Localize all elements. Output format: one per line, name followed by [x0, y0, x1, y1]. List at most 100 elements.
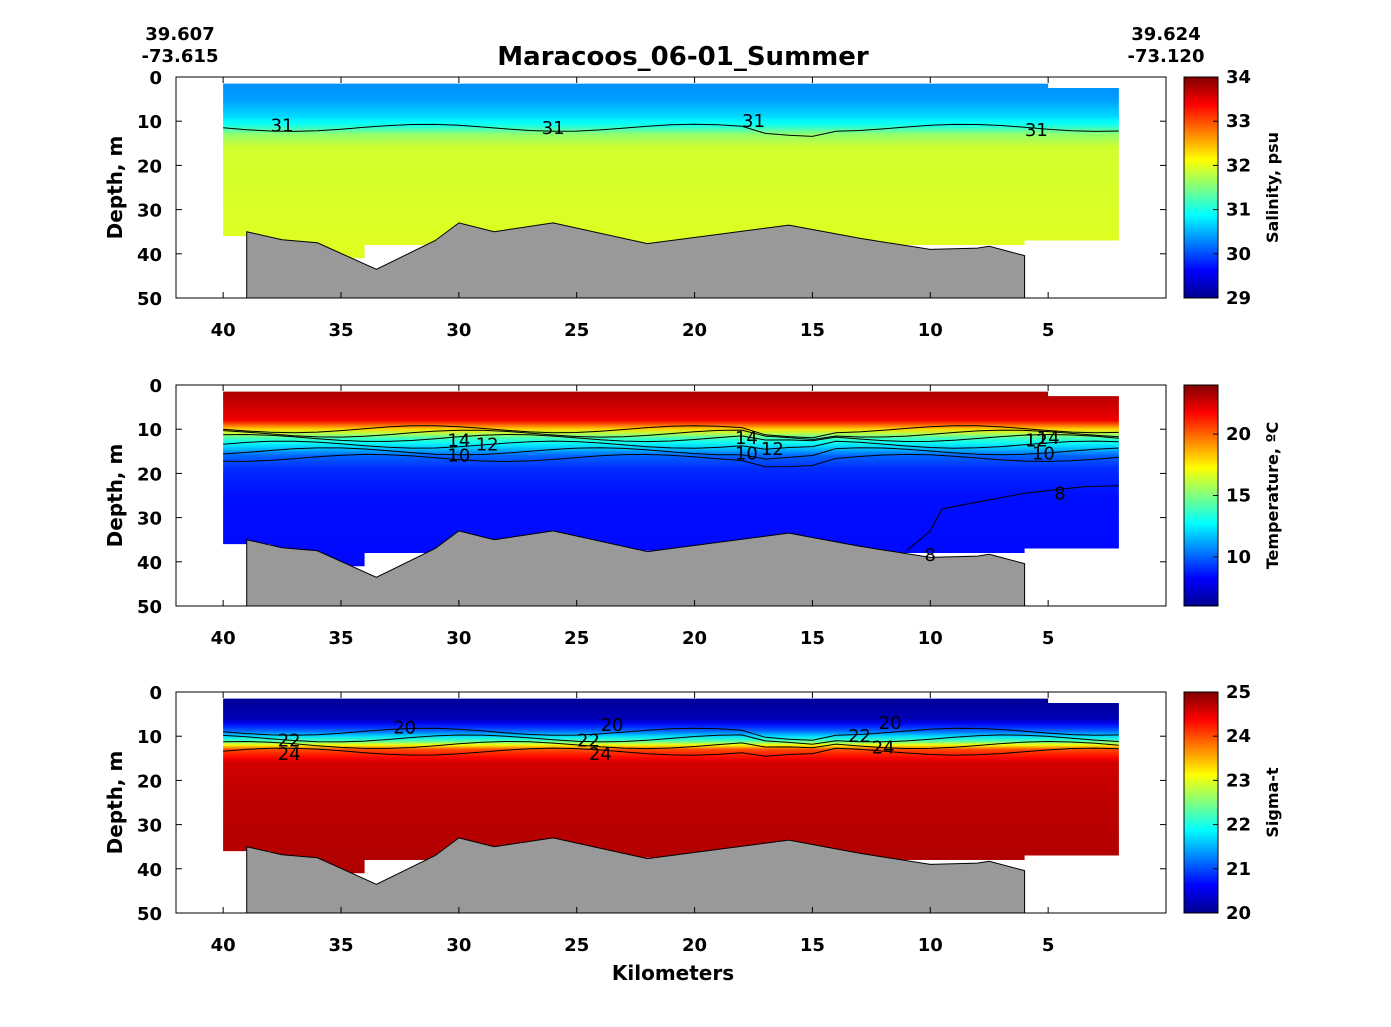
contour-line	[223, 440, 1119, 450]
colorbar-label: Salinity, psu	[1263, 132, 1282, 243]
colorbar	[1183, 691, 1219, 914]
y-tick-label: 50	[137, 597, 162, 618]
contour-label: 10	[447, 446, 470, 467]
contour-label: 20	[393, 717, 416, 738]
colorbar-tick-label: 34	[1226, 67, 1251, 88]
x-tick-label: 40	[211, 628, 236, 649]
x-tick-label: 20	[682, 320, 707, 341]
seafloor-bathymetry	[246, 222, 1026, 299]
x-tick-label: 30	[446, 628, 471, 649]
contour-line	[223, 727, 1119, 741]
y-tick-label: 10	[137, 420, 162, 441]
contour-label: 14	[447, 430, 470, 451]
contour-label: 14	[1037, 428, 1060, 449]
contour-label: 8	[1054, 483, 1065, 504]
x-tick-label: 35	[328, 935, 353, 956]
field-fill	[223, 83, 1119, 259]
colorbar-tick-label: 32	[1226, 155, 1251, 176]
colorbar-label: Sigma-t	[1263, 767, 1282, 838]
y-axis-label: Depth, m	[103, 751, 127, 855]
x-tick-label: 10	[918, 320, 943, 341]
left-latitude: 39.607	[145, 24, 214, 45]
x-tick-label: 25	[564, 320, 589, 341]
contour-line	[223, 425, 1119, 439]
y-tick-label: 20	[137, 771, 162, 792]
colorbar-tick-label: 22	[1226, 815, 1251, 836]
x-tick-label: 30	[446, 935, 471, 956]
contour-line	[223, 734, 1119, 745]
contour-line	[223, 740, 1119, 750]
x-axis-label: Kilometers	[612, 961, 734, 985]
contour-label: 14	[735, 428, 758, 449]
colorbar-tick-label: 15	[1226, 486, 1251, 507]
contour-label: 31	[1025, 120, 1048, 141]
contour-label: 24	[872, 737, 895, 758]
contour-label: 12	[1025, 430, 1048, 451]
y-tick-label: 40	[137, 245, 162, 266]
colorbar-tick-label: 31	[1226, 200, 1251, 221]
y-axis-label: Depth, m	[103, 136, 127, 240]
contour-label: 20	[601, 715, 624, 736]
contour-label: 24	[278, 744, 301, 765]
contour-label: 8	[925, 545, 936, 566]
contour-line	[223, 433, 1119, 443]
x-tick-label: 35	[328, 628, 353, 649]
x-tick-label: 5	[1042, 628, 1055, 649]
colorbar-tick-label: 21	[1226, 859, 1251, 880]
contour-label: 20	[879, 713, 902, 734]
x-tick-label: 25	[564, 935, 589, 956]
colorbar-tick-label: 33	[1226, 111, 1251, 132]
contour-label: 31	[742, 111, 765, 132]
colorbar-tick-label: 10	[1226, 547, 1251, 568]
x-tick-label: 5	[1042, 935, 1055, 956]
y-tick-label: 50	[137, 904, 162, 925]
y-tick-label: 10	[137, 727, 162, 748]
x-tick-label: 35	[328, 320, 353, 341]
contour-line	[223, 747, 1119, 757]
y-tick-label: 20	[137, 156, 162, 177]
contour-label: 31	[542, 118, 565, 139]
x-tick-label: 5	[1042, 320, 1055, 341]
x-tick-label: 15	[800, 935, 825, 956]
x-tick-label: 40	[211, 935, 236, 956]
y-tick-label: 20	[137, 464, 162, 485]
axes-frame	[175, 691, 1167, 914]
contour-label: 12	[761, 439, 784, 460]
seafloor-bathymetry	[246, 530, 1026, 607]
y-tick-label: 10	[137, 112, 162, 133]
y-tick-label: 0	[149, 683, 162, 704]
right-longitude: -73.120	[1128, 46, 1205, 67]
y-tick-label: 50	[137, 289, 162, 310]
contour-label: 24	[589, 744, 612, 765]
x-tick-label: 20	[682, 935, 707, 956]
x-tick-label: 15	[800, 628, 825, 649]
right-latitude: 39.624	[1131, 24, 1200, 45]
colorbar-tick-label: 25	[1226, 682, 1251, 703]
field-fill	[223, 698, 1119, 874]
colorbar-label: Temperature, ºC	[1263, 422, 1282, 570]
y-axis-label: Depth, m	[103, 444, 127, 548]
colorbar-tick-label: 20	[1226, 424, 1251, 445]
y-tick-label: 30	[137, 201, 162, 222]
y-tick-label: 0	[149, 68, 162, 89]
contour-label: 22	[278, 731, 301, 752]
x-tick-label: 40	[211, 320, 236, 341]
colorbar-tick-label: 20	[1226, 903, 1251, 924]
y-tick-label: 30	[137, 816, 162, 837]
colorbar-tick-label: 23	[1226, 770, 1251, 791]
colorbar-tick-label: 29	[1226, 288, 1251, 309]
y-tick-label: 0	[149, 376, 162, 397]
x-tick-label: 15	[800, 320, 825, 341]
contour-line	[223, 123, 1119, 137]
x-tick-label: 20	[682, 628, 707, 649]
field-fill	[223, 391, 1119, 567]
x-tick-label: 10	[918, 628, 943, 649]
axes-frame	[175, 384, 1167, 607]
left-longitude: -73.615	[142, 46, 219, 67]
contour-label: 10	[735, 444, 758, 465]
y-tick-label: 40	[137, 860, 162, 881]
